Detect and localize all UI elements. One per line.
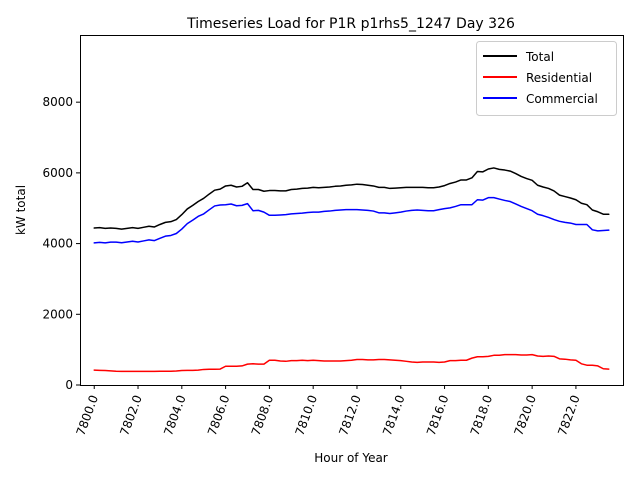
y-axis: 0 2000 4000 6000 8000 — [42, 95, 80, 392]
y-tick-label: 8000 — [42, 95, 73, 109]
y-axis-title: kW total — [14, 185, 28, 235]
y-tick-label: 4000 — [42, 237, 73, 251]
legend-label-commercial: Commercial — [526, 92, 598, 106]
legend: Total Residential Commercial — [476, 41, 617, 116]
plot-area — [80, 35, 624, 386]
series-layer — [93, 167, 610, 373]
chart-title: Timeseries Load for P1R p1rhs5_1247 Day … — [186, 16, 515, 32]
series-line-commercial — [93, 196, 610, 244]
plot-frame — [80, 35, 624, 386]
series-line-residential — [93, 353, 610, 373]
y-tick-label: 6000 — [42, 166, 73, 180]
series-line-total — [93, 167, 610, 230]
legend-label-residential: Residential — [526, 71, 592, 85]
y-tick-label: 0 — [65, 378, 73, 392]
legend-label-total: Total — [525, 50, 554, 64]
y-tick-label: 2000 — [42, 307, 73, 321]
x-axis-title: Hour of Year — [314, 451, 388, 465]
